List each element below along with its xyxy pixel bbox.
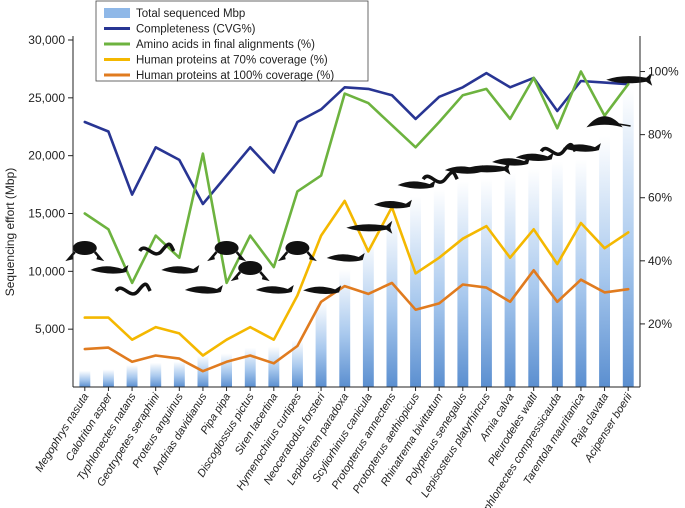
y-left-tick-label-1: 10,000 (28, 264, 65, 278)
y-right-tick-label-2: 60% (648, 191, 672, 205)
bar-21 (575, 159, 587, 387)
newt-silhouette (90, 265, 129, 274)
caecilian-silhouette (114, 282, 152, 296)
shark-silhouette (346, 220, 393, 234)
bar-7 (244, 347, 256, 387)
bar-2 (126, 365, 138, 387)
bar-19 (528, 168, 540, 387)
line-series-2 (83, 199, 630, 357)
legend-swatch-0 (104, 8, 130, 18)
frog-silhouette (65, 241, 105, 262)
legend-box (95, 0, 369, 82)
legend-label-3: Human proteins at 70% coverage (%) (136, 55, 328, 67)
legend: Total sequenced Mbp Completeness (CVG%) Am… (95, 0, 369, 82)
y-right-tick-label-0: 20% (648, 317, 672, 331)
bar-23 (622, 89, 634, 387)
line-series-group (83, 70, 630, 373)
bowfin-silhouette (492, 157, 531, 166)
silhouette-group (65, 72, 653, 296)
bar-9 (292, 340, 303, 387)
bar-13 (386, 215, 398, 387)
y-left-tick-label-3: 20,000 (28, 149, 65, 163)
bar-6 (221, 353, 232, 387)
gecko-silhouette (562, 143, 601, 152)
legend-label-0: Total sequenced Mbp (136, 8, 245, 20)
bar-1 (103, 369, 114, 387)
y-left-tick-label-2: 15,000 (28, 207, 65, 221)
frog-silhouette (230, 261, 270, 282)
bar-14 (410, 196, 421, 387)
ray-silhouette (586, 116, 631, 128)
y-right-tick-label-1: 40% (648, 254, 672, 268)
bar-11 (339, 269, 351, 387)
caecilian-silhouette (138, 242, 176, 256)
bar-0 (79, 370, 91, 387)
gar-silhouette (464, 161, 511, 175)
line-series-1 (83, 70, 630, 285)
lungfish-silhouette (326, 253, 365, 262)
sturgeon-silhouette (606, 72, 653, 86)
caecilian-silhouette (421, 170, 459, 184)
bar-20 (551, 161, 563, 387)
bar-8 (268, 346, 280, 387)
frog-silhouette (277, 241, 317, 262)
y-left-tick-label-4: 25,000 (28, 91, 65, 105)
bichir-silhouette (444, 165, 483, 174)
y-left-tick-label-0: 5,000 (35, 322, 65, 336)
y-left-tick-label-5: 30,000 (28, 33, 65, 47)
lungfish-silhouette (397, 180, 436, 189)
bar-12 (362, 237, 374, 387)
siren-silhouette (255, 285, 294, 294)
line-series-3 (83, 268, 630, 373)
giant-salamander-silhouette (184, 285, 223, 294)
bar-4 (173, 361, 185, 387)
legend-label-2: Amino acids in final alignments (%) (136, 39, 315, 51)
y-right-tick-label-4: 100% (648, 65, 679, 79)
y-axis-title: Sequencing effort (Mbp) (3, 168, 17, 297)
bar-10 (315, 301, 327, 387)
legend-label-1: Completeness (CVG%) (136, 24, 256, 36)
lungfish-silhouette (303, 285, 342, 294)
lungfish-silhouette (373, 199, 412, 209)
bar-series-group (79, 89, 634, 387)
bar-22 (599, 136, 610, 387)
line-series-0 (83, 71, 630, 206)
newt-silhouette (515, 152, 554, 161)
bar-3 (150, 362, 162, 387)
legend-label-4: Human proteins at 100% coverage (%) (136, 70, 334, 82)
bar-18 (504, 173, 516, 387)
bar-17 (481, 178, 492, 387)
y-right-tick-label-3: 80% (648, 128, 672, 142)
bar-15 (433, 189, 445, 387)
pipa-frog-silhouette (207, 241, 247, 262)
olm-silhouette (161, 265, 200, 274)
